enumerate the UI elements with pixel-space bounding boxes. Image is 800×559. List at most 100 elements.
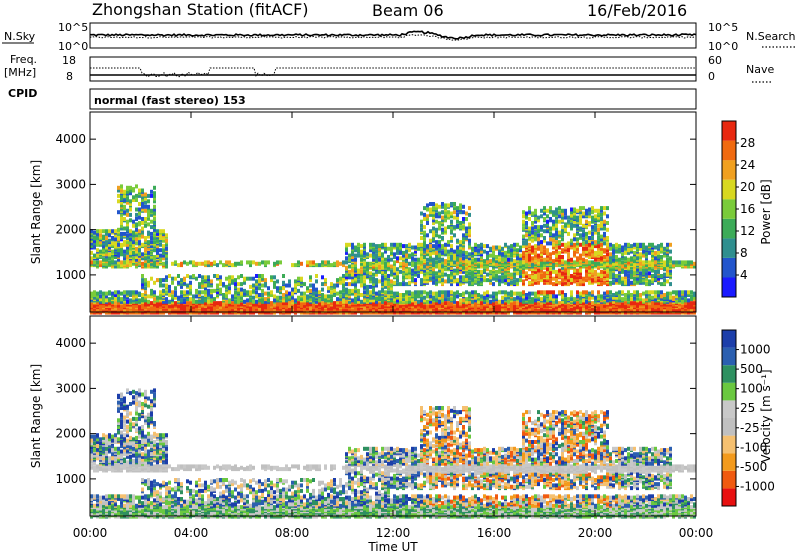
heatmap-cell <box>363 262 366 266</box>
heatmap-cell <box>123 217 126 221</box>
heatmap-cell <box>459 298 462 302</box>
heatmap-cell <box>309 289 312 293</box>
heatmap-cell <box>396 256 399 260</box>
heatmap-cell <box>585 290 588 294</box>
heatmap-cell <box>144 282 147 286</box>
heatmap-cell <box>522 235 525 239</box>
heatmap-cell <box>321 301 324 305</box>
heatmap-cell <box>537 290 540 294</box>
heatmap-cell <box>384 258 387 262</box>
heatmap-cell <box>450 236 453 240</box>
heatmap-cell <box>453 210 456 214</box>
heatmap-cell <box>258 262 261 266</box>
heatmap-cell <box>417 243 420 247</box>
heatmap-cell <box>564 297 567 301</box>
heatmap-cell <box>552 290 555 294</box>
heatmap-cell <box>423 213 426 217</box>
heatmap-cell <box>606 221 609 225</box>
heatmap-cell <box>294 279 297 283</box>
heatmap-cell <box>489 275 492 279</box>
heatmap-cell <box>531 227 534 231</box>
heatmap-cell <box>597 228 600 232</box>
heatmap-cell <box>519 292 522 296</box>
heatmap-cell <box>126 220 129 224</box>
heatmap-cell <box>429 229 432 233</box>
heatmap-cell <box>549 267 552 271</box>
heatmap-cell <box>450 244 453 248</box>
heatmap-cell <box>552 210 555 214</box>
heatmap-cell <box>300 277 303 281</box>
heatmap-cell <box>600 282 603 286</box>
heatmap-cell <box>459 250 462 254</box>
heatmap-cell <box>423 206 426 210</box>
heatmap-cell <box>141 235 144 239</box>
heatmap-cell <box>168 300 171 304</box>
heatmap-cell <box>156 296 159 300</box>
heatmap-cell <box>111 250 114 254</box>
heatmap-cell <box>465 255 468 259</box>
heatmap-cell <box>372 243 375 247</box>
heatmap-cell <box>405 244 408 248</box>
heatmap-cell <box>465 227 468 231</box>
heatmap-cell <box>495 274 498 278</box>
heatmap-cell <box>456 213 459 217</box>
heatmap-cell <box>513 301 516 305</box>
heatmap-cell <box>147 259 150 263</box>
heatmap-cell <box>213 260 216 264</box>
heatmap-cell <box>579 254 582 258</box>
heatmap-cell <box>573 224 576 228</box>
heatmap-cell <box>402 275 405 279</box>
heatmap-cell <box>600 221 603 225</box>
heatmap-cell <box>246 277 249 281</box>
heatmap-cell <box>210 289 213 293</box>
heatmap-cell <box>342 293 345 297</box>
heatmap-cell <box>546 298 549 302</box>
heatmap-cell <box>345 266 348 270</box>
heatmap-cell <box>393 252 396 256</box>
heatmap-cell <box>354 258 357 262</box>
heatmap-cell <box>513 292 516 296</box>
heatmap-cell <box>537 269 540 273</box>
heatmap-cell <box>588 231 591 235</box>
heatmap-cell <box>159 284 162 288</box>
heatmap-cell <box>198 282 201 286</box>
heatmap-cell <box>123 240 126 244</box>
heatmap-cell <box>363 290 366 294</box>
heatmap-cell <box>594 270 597 274</box>
heatmap-cell <box>99 233 102 237</box>
heatmap-cell <box>570 222 573 226</box>
heatmap-cell <box>462 225 465 229</box>
heatmap-cell <box>333 301 336 305</box>
heatmap-cell <box>525 239 528 243</box>
heatmap-cell <box>453 269 456 273</box>
heatmap-cell <box>588 221 591 225</box>
heatmap-cell <box>603 227 606 231</box>
heatmap-cell <box>477 270 480 274</box>
heatmap-cell <box>558 290 561 294</box>
heatmap-cell <box>477 248 480 252</box>
heatmap-cell <box>543 246 546 250</box>
heatmap-cell <box>465 290 468 294</box>
heatmap-cell <box>531 239 534 243</box>
heatmap-cell <box>276 279 279 283</box>
heatmap-cell <box>330 294 333 298</box>
heatmap-cell <box>348 270 351 274</box>
heatmap-cell <box>582 229 585 233</box>
heatmap-cell <box>129 208 132 212</box>
heatmap-cell <box>525 221 528 225</box>
heatmap-cell <box>150 225 153 229</box>
heatmap-cell <box>159 243 162 247</box>
heatmap-cell <box>414 246 417 250</box>
heatmap-cell <box>336 297 339 301</box>
heatmap-cell <box>450 229 453 233</box>
heatmap-cell <box>438 212 441 216</box>
heatmap-cell <box>453 275 456 279</box>
heatmap-cell <box>477 244 480 248</box>
heatmap-cell <box>567 297 570 301</box>
heatmap-cell <box>417 300 420 304</box>
heatmap-cell <box>111 229 114 233</box>
heatmap-cell <box>444 259 447 263</box>
heatmap-cell <box>435 240 438 244</box>
heatmap-cell <box>498 275 501 279</box>
heatmap-cell <box>105 240 108 244</box>
